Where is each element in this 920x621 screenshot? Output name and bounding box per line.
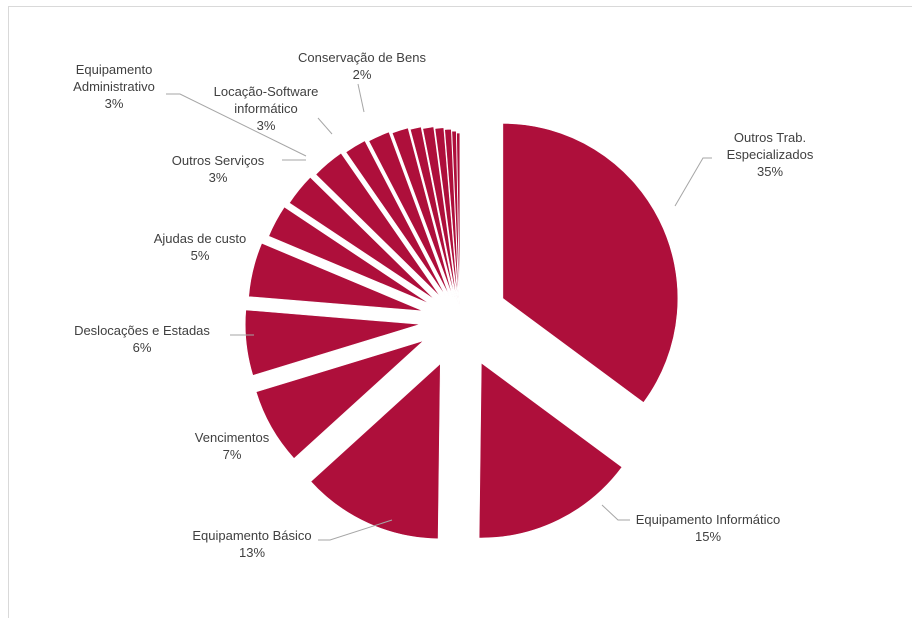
data-label-deslocacoes-e-estadas: Deslocações e Estadas 6%	[74, 323, 210, 355]
pie-slices	[244, 123, 679, 540]
leader-line-outros-trab-especializados	[674, 157, 712, 207]
pie-slice-vencimentos	[255, 340, 424, 459]
pie-slice-18	[456, 132, 461, 309]
data-label-equipamento-basico: Equipamento Básico 13%	[192, 528, 311, 560]
pie-slice-17	[451, 130, 460, 307]
pie-slice-deslocacoes-e-estadas	[244, 309, 421, 376]
data-labels: Outros Trab. Especializados 35% Equipamento…	[73, 50, 814, 560]
leader-line-equipamento-basico	[318, 519, 393, 541]
pie-slice-outros-servicos	[268, 206, 431, 305]
leader-line-locacao-software-informatico	[317, 117, 333, 135]
pie-slice-outros-trab-especializados	[502, 123, 679, 403]
pie-slice-equipamento-basico	[310, 363, 441, 540]
pie-slice-11	[368, 131, 450, 297]
pie-slice-13	[409, 126, 456, 299]
pie-slice-15	[434, 127, 459, 303]
pie-slice-14	[422, 126, 458, 301]
leader-lines	[166, 83, 712, 541]
data-label-ajudas-de-custo: Ajudas de custo 5%	[154, 231, 247, 263]
data-label-outros-trab-especializados: Outros Trab. Especializados 35%	[727, 130, 814, 179]
leader-line-equipamento-administrativo	[166, 93, 307, 157]
chart-frame	[8, 6, 912, 618]
data-label-equipamento-informatico: Equipamento Informático 15%	[636, 512, 781, 544]
data-label-vencimentos: Vencimentos 7%	[195, 430, 270, 462]
data-label-conservacao-de-bens: Conservação de Bens 2%	[298, 50, 426, 82]
pie-slice-equipamento-administrativo	[315, 152, 441, 298]
pie-slice-ajudas-de-custo	[248, 242, 424, 312]
pie-slice-12	[391, 127, 454, 298]
pie-slice-equipamento-informatico	[478, 362, 623, 539]
pie-slice-conservacao-de-bens	[345, 140, 446, 297]
leader-line-conservacao-de-bens	[357, 83, 365, 113]
data-label-equipamento-administrativo: Equipamento Administrativo 3%	[73, 62, 155, 111]
pie-slice-locacao-software-informatico	[288, 176, 436, 301]
data-label-outros-servicos: Outros Serviços 3%	[172, 153, 265, 185]
data-label-locacao-software-informatico: Locação-Software informático 3%	[214, 84, 319, 133]
leader-line-equipamento-informatico	[601, 504, 630, 521]
pie-slice-16	[444, 128, 460, 305]
